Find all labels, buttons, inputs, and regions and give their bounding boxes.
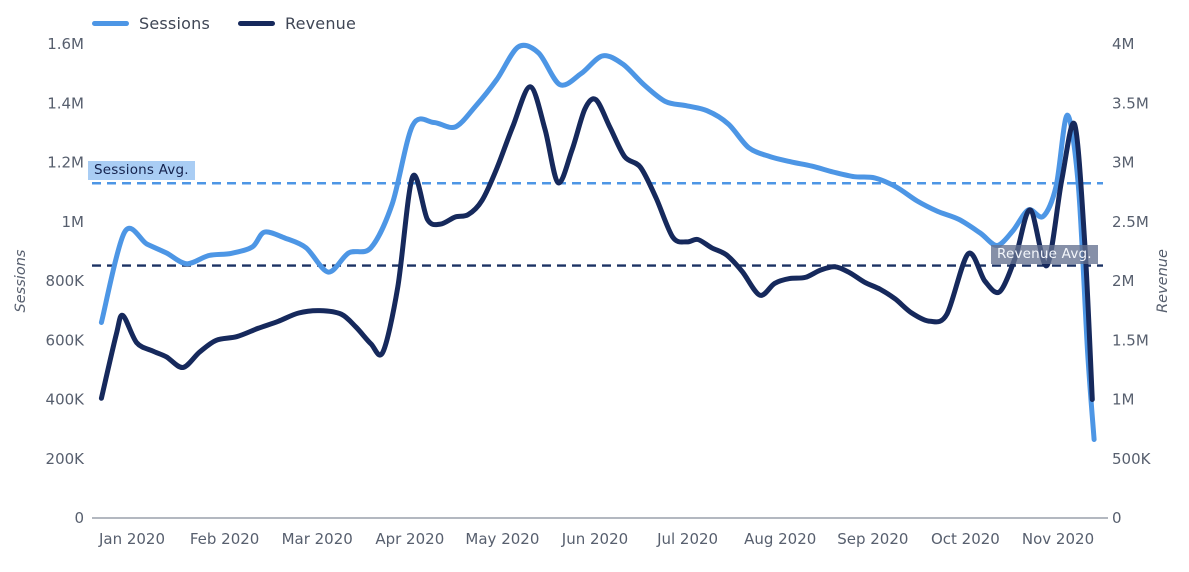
- x-tick-label: Sep 2020: [837, 530, 908, 548]
- x-tick-label: May 2020: [465, 530, 539, 548]
- y-right-tick-label: 1.5M: [1112, 331, 1149, 349]
- revenue-avg-annotation-label: Revenue Avg.: [991, 244, 1098, 264]
- y-left-tick-label: 1.2M: [47, 154, 84, 172]
- revenue-legend-swatch-icon: [237, 21, 275, 26]
- y-right-tick-label: 3M: [1112, 154, 1135, 172]
- x-tick-label: Oct 2020: [931, 530, 1000, 548]
- sessions-avg-annotation-label: Sessions Avg.: [88, 161, 195, 181]
- x-tick-label: Nov 2020: [1022, 530, 1094, 548]
- y-right-tick-label: 3.5M: [1112, 94, 1149, 112]
- y-left-tick-label: 0: [74, 509, 84, 527]
- y-left-tick-label: 800K: [46, 272, 86, 290]
- legend-label-revenue: Revenue: [284, 14, 357, 33]
- legend-item-sessions[interactable]: Sessions: [92, 14, 210, 33]
- y-right-tick-label: 1M: [1112, 391, 1135, 409]
- y-right-tick-label: 0: [1112, 509, 1122, 527]
- y-left-tick-label: 1.4M: [47, 94, 84, 112]
- x-tick-label: Aug 2020: [744, 530, 816, 548]
- y-left-tick-label: 600K: [46, 331, 86, 349]
- x-tick-label: Apr 2020: [375, 530, 444, 548]
- x-tick-label: Mar 2020: [282, 530, 353, 548]
- y-left-tick-label: 200K: [46, 450, 86, 468]
- legend-label-sessions: Sessions: [139, 14, 210, 33]
- y-right-tick-label: 2.5M: [1112, 213, 1149, 231]
- y-left-axis-title: Sessions: [13, 249, 29, 312]
- y-left-tick-label: 1.6M: [47, 35, 84, 53]
- y-left-tick-label: 400K: [46, 391, 86, 409]
- revenue-line[interactable]: [98, 84, 1095, 402]
- sessions-legend-swatch-icon: [92, 21, 129, 26]
- x-tick-label: Jul 2020: [656, 530, 718, 548]
- legend-item-revenue[interactable]: Revenue: [237, 14, 357, 33]
- chart-legend: Sessions Revenue: [92, 14, 356, 33]
- y-left-tick-label: 1M: [62, 213, 85, 231]
- y-right-tick-label: 4M: [1112, 35, 1135, 53]
- x-tick-label: Jun 2020: [561, 530, 628, 548]
- x-tick-label: Feb 2020: [190, 530, 260, 548]
- y-right-axis-title: Revenue: [1155, 249, 1171, 313]
- x-tick-label: Jan 2020: [98, 530, 165, 548]
- y-right-tick-label: 500K: [1112, 450, 1152, 468]
- y-right-tick-label: 2M: [1112, 272, 1135, 290]
